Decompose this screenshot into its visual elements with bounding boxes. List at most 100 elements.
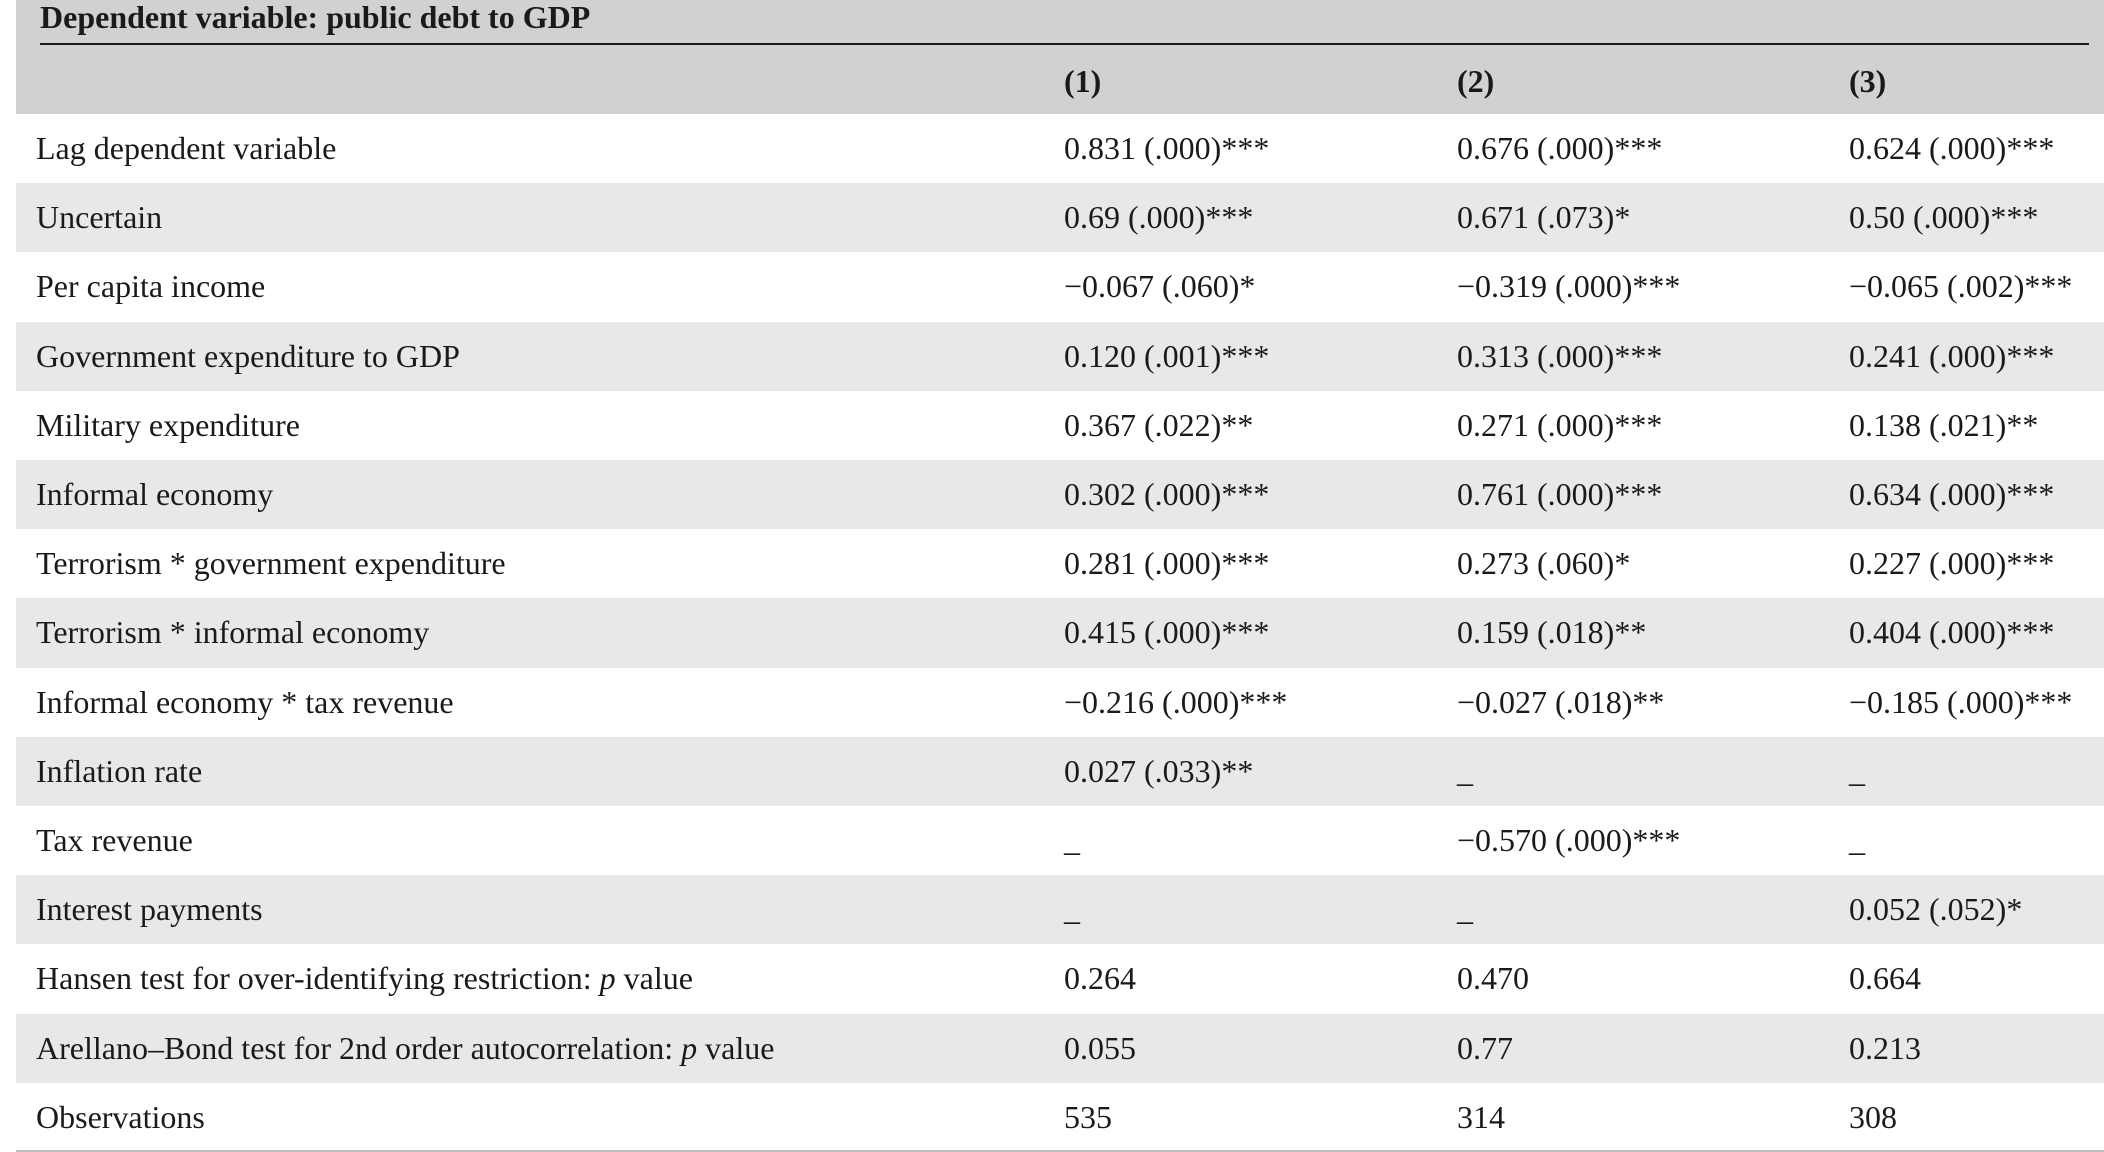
table-cell: 0.271 (.000)*** (1457, 406, 1663, 443)
row-label: Government expenditure to GDP (36, 322, 460, 391)
table-title: Dependent variable: public debt to GDP (40, 0, 591, 35)
row-label: Per capita income (36, 252, 265, 321)
column-header: (3) (1849, 63, 1887, 99)
table-cell: 0.213 (1849, 1029, 1921, 1066)
table-row: Hansen test for over-identifying restric… (16, 944, 2104, 1013)
table-cell: 0.052 (.052)* (1849, 891, 2023, 928)
table-cell: _ (1457, 891, 1473, 928)
label-part: Per capita income (36, 268, 266, 305)
table-row: Government expenditure to GDP 0.120 (.001… (16, 321, 2104, 391)
table-cell: 0.138 (.021)** (1849, 406, 2039, 443)
table-row: Arellano–Bond test for 2nd order autocor… (16, 1013, 2104, 1083)
table-cell: 0.671 (.073)* (1457, 199, 1631, 236)
table-cell: 0.634 (.000)*** (1849, 476, 2055, 512)
table-cell: −0.027 (.018)** (1457, 683, 1665, 720)
row-label: Tax revenue (36, 806, 193, 875)
table-cell: 0.302 (.000)*** (1064, 476, 1270, 512)
table-cell: 0.264 (1064, 960, 1136, 997)
table-cell: −0.065 (.002)*** (1849, 268, 2073, 305)
table-cell: 0.761 (.000)*** (1457, 476, 1663, 512)
table-row: Per capita income −0.067 (.060)* −0.319 (.… (16, 252, 2104, 321)
table-cell: −0.067 (.060)* (1064, 268, 1256, 305)
bottom-rule (16, 1150, 2104, 1152)
table-cell: 0.415 (.000)*** (1064, 614, 1270, 651)
row-label: Hansen test for over-identifying restric… (36, 944, 693, 1013)
row-label: Informal economy * tax revenue (36, 668, 454, 737)
table-cell: 0.624 (.000)*** (1849, 130, 2055, 166)
row-label: Uncertain (36, 183, 162, 252)
table-cell: 0.50 (.000)*** (1849, 199, 2039, 236)
label-part: Lag dependent variable (36, 130, 337, 166)
table-cell: −0.319 (.000)*** (1457, 268, 1681, 305)
label-part: Arellano–Bond test for 2nd order autocor… (36, 1029, 682, 1066)
label-part: p (681, 1029, 698, 1066)
table-cell: 308 (1849, 1098, 1897, 1135)
label-part: Inflation rate (36, 752, 203, 789)
row-label: Terrorism * informal economy (36, 598, 429, 667)
label-part: Terrorism * informal economy (36, 614, 430, 651)
row-label: Inflation rate (36, 737, 202, 806)
table-header (16, 0, 2104, 114)
table-cell: −0.216 (.000)*** (1064, 683, 1288, 720)
row-label: Lag dependent variable (36, 114, 336, 183)
table-cell: _ (1457, 752, 1473, 789)
table-cell: 0.470 (1457, 960, 1529, 997)
row-label: Interest payments (36, 875, 263, 944)
table-cell: _ (1064, 822, 1080, 858)
table-row: Inflation rate 0.027 (.033)** _ _ (16, 736, 2104, 806)
label-part: Uncertain (36, 199, 163, 236)
table-cell: 0.831 (.000)*** (1064, 130, 1270, 166)
table-row: Tax revenue _ −0.570 (.000)*** _ (16, 806, 2104, 875)
table-cell: 0.313 (.000)*** (1457, 337, 1663, 374)
row-label: Military expenditure (36, 391, 300, 460)
table-cell: 0.241 (.000)*** (1849, 337, 2055, 374)
label-part: Informal economy * tax revenue (36, 683, 454, 720)
table-row: Informal economy 0.302 (.000)*** 0.761 (.0… (16, 460, 2104, 530)
table-cell: 0.120 (.001)*** (1064, 337, 1270, 374)
table-row: Observations 535 314 308 (16, 1083, 2104, 1152)
column-header: (2) (1457, 63, 1495, 99)
label-part: Observations (36, 1098, 205, 1135)
table-cell: _ (1849, 752, 1865, 789)
table-row: Terrorism * informal economy 0.415 (.000)… (16, 598, 2104, 668)
table-cell: 0.159 (.018)** (1457, 614, 1647, 651)
row-label: Observations (36, 1083, 205, 1152)
table-cell: 0.664 (1849, 960, 1921, 997)
label-part: Government expenditure to GDP (36, 337, 460, 374)
table-row: Military expenditure 0.367 (.022)** 0.271 … (16, 391, 2104, 460)
label-part: Informal economy (36, 476, 274, 512)
label-part: p (599, 960, 616, 997)
label-part: Military expenditure (36, 406, 300, 443)
label-part: Interest payments (36, 891, 263, 928)
row-label: Informal economy (36, 460, 273, 529)
table-cell: 0.69 (.000)*** (1064, 199, 1254, 236)
column-header: (1) (1064, 63, 1102, 99)
table-row: Terrorism * government expenditure 0.281 … (16, 529, 2104, 598)
label-part: Hansen test for over-identifying restric… (36, 960, 600, 997)
table-cell: 0.027 (.033)** (1064, 752, 1254, 789)
table-cell: 0.273 (.060)* (1457, 545, 1631, 582)
table-cell: 0.281 (.000)*** (1064, 545, 1270, 582)
row-label: Terrorism * government expenditure (36, 529, 506, 598)
table-cell: −0.570 (.000)*** (1457, 822, 1681, 858)
label-part: value (697, 1029, 775, 1066)
table-row: Informal economy * tax revenue −0.216 (.0… (16, 668, 2104, 737)
table-cell: 0.676 (.000)*** (1457, 130, 1663, 166)
header-rule (40, 43, 2089, 45)
table-cell: 0.055 (1064, 1029, 1136, 1066)
label-part: value (615, 960, 693, 997)
row-label: Arellano–Bond test for 2nd order autocor… (36, 1014, 774, 1083)
table-cell: _ (1064, 891, 1080, 928)
table-row: Uncertain 0.69 (.000)*** 0.671 (.073)* 0.50… (16, 183, 2104, 253)
table-cell: 0.77 (1457, 1029, 1513, 1066)
table-cell: 314 (1457, 1098, 1505, 1135)
label-part: Tax revenue (36, 822, 193, 858)
table-cell: −0.185 (.000)*** (1849, 683, 2073, 720)
table-cell: _ (1849, 822, 1865, 858)
table-row: Interest payments _ _ 0.052 (.052)* (16, 875, 2104, 945)
table-cell: 0.404 (.000)*** (1849, 614, 2055, 651)
table-cell: 0.227 (.000)*** (1849, 545, 2055, 582)
table-row: Lag dependent variable 0.831 (.000)*** 0.6… (16, 114, 2104, 183)
table-cell: 0.367 (.022)** (1064, 406, 1254, 443)
